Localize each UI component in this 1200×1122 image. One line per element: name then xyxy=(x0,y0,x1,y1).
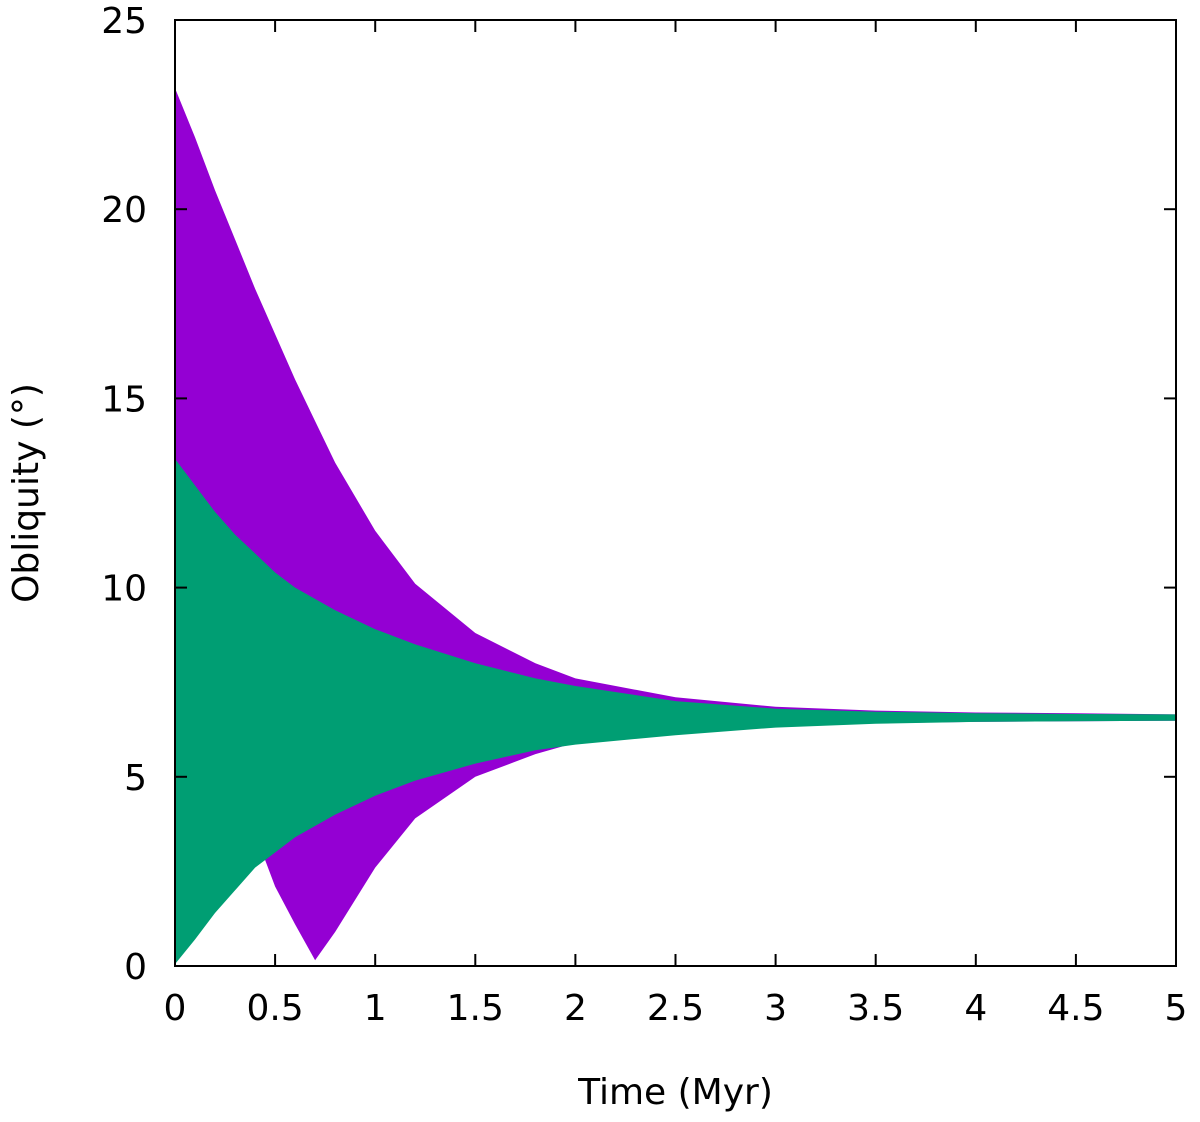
x-tick-label: 0.5 xyxy=(246,988,303,1029)
y-axis-label: Obliquity (°) xyxy=(6,383,47,603)
y-tick-label: 15 xyxy=(101,379,147,420)
x-axis-label: Time (Myr) xyxy=(577,1072,773,1113)
x-tick-label: 1.5 xyxy=(447,988,504,1029)
x-tick-label: 5 xyxy=(1165,988,1188,1029)
x-tick-label: 2.5 xyxy=(647,988,704,1029)
x-tick-label: 3.5 xyxy=(847,988,904,1029)
x-tick-label: 4.5 xyxy=(1047,988,1104,1029)
series-band-1 xyxy=(175,458,1176,965)
series-band-0 xyxy=(175,88,1176,963)
y-tick-label: 0 xyxy=(124,947,147,988)
x-tick-label: 3 xyxy=(764,988,787,1029)
x-tick-label: 2 xyxy=(564,988,587,1029)
x-tick-label: 0 xyxy=(164,988,187,1029)
y-tick-label: 25 xyxy=(101,1,147,42)
x-tick-label: 4 xyxy=(964,988,987,1029)
y-tick-label: 5 xyxy=(124,758,147,799)
x-tick-label: 1 xyxy=(364,988,387,1029)
y-tick-label: 20 xyxy=(101,190,147,231)
y-tick-label: 10 xyxy=(101,569,147,610)
series-areas xyxy=(175,88,1176,965)
axis-ticks: 0 0.5 1 1.5 2 2.5 3 3.5 4 4.5 5 0 5 10 15 20 25 xyxy=(101,1,1187,1029)
